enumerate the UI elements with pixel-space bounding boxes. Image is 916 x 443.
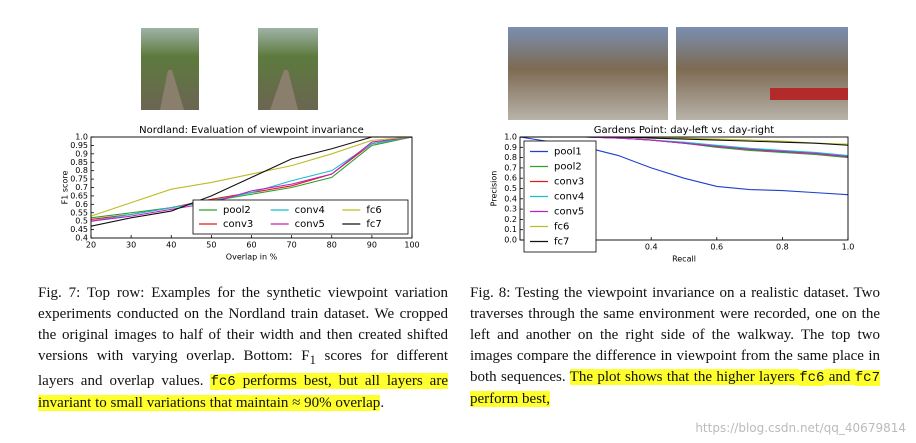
caption-text: Fig. 7: Top row: Examples for the synthe…: [38, 285, 448, 364]
watermark: https://blog.csdn.net/qq_40679814: [695, 421, 906, 435]
x-axis-label: Overlap in %: [226, 253, 278, 262]
x-tick-label: 20: [86, 241, 96, 250]
caption-subscript: 1: [309, 353, 316, 367]
caption-code: fc6: [210, 374, 236, 390]
gardens-image: [676, 27, 848, 120]
y-tick-label: 0.4: [75, 234, 88, 243]
caption-highlight: perform best,: [470, 391, 550, 407]
caption-text: Fig. 8: Testing the viewpoint invariance…: [470, 285, 880, 385]
x-tick-label: 1.0: [842, 243, 855, 252]
x-axis-label: Recall: [672, 255, 696, 264]
x-tick-label: 40: [166, 241, 176, 250]
figures: Nordland: Evaluation of viewpoint invari…: [61, 27, 855, 264]
legend-label: fc7: [554, 237, 569, 248]
caption-text: .: [380, 395, 385, 411]
y-tick-label: 0.6: [75, 200, 88, 209]
y-tick-label: 0.0: [504, 236, 517, 245]
legend-label: conv4: [295, 205, 325, 216]
y-tick-label: 0.95: [70, 141, 88, 150]
legend-label: fc7: [366, 219, 381, 230]
y-tick-label: 0.9: [504, 143, 517, 152]
nordland-track: [160, 70, 184, 110]
legend-label: pool2: [554, 162, 582, 173]
figure-7-caption: Fig. 7: Top row: Examples for the synthe…: [38, 283, 448, 414]
legend-frame: [192, 199, 409, 235]
legend-label: conv5: [295, 219, 325, 230]
x-tick-label: 100: [404, 241, 419, 250]
x-tick-label: 80: [327, 241, 337, 250]
nordland-track: [270, 70, 298, 110]
caption-code: fc7: [854, 370, 880, 386]
y-tick-label: 0.9: [75, 149, 88, 158]
y-tick-label: 0.7: [504, 163, 517, 172]
gardens-image: [508, 27, 668, 120]
plot-frame: [90, 136, 413, 239]
caption-text: scores for different layers and overlap …: [38, 348, 448, 389]
y-tick-label: 0.7: [75, 183, 88, 192]
legend-label: fc6: [554, 222, 569, 233]
y-tick-label: 0.5: [75, 217, 88, 226]
legend-label: fc6: [366, 205, 381, 216]
figure-8-caption: Fig. 8: Testing the viewpoint invariance…: [470, 283, 880, 410]
x-tick-label: 70: [287, 241, 297, 250]
legend-label: conv5: [554, 207, 584, 218]
y-tick-label: 0.3: [504, 205, 517, 214]
legend: pool2 conv3 conv4 conv5 fc6 fc7: [192, 199, 409, 235]
legend-label: pool1: [554, 147, 582, 158]
series-line: [90, 136, 413, 219]
y-tick-label: 0.4: [504, 194, 517, 203]
y-tick-label: 1.0: [504, 133, 517, 142]
x-tick-label: 60: [246, 241, 256, 250]
caption-highlight: The plot shows that the higher layers: [569, 369, 800, 385]
chart-title: Gardens Point: day-left vs. day-right: [594, 125, 775, 136]
x-tick-label: 0.6: [710, 243, 723, 252]
y-tick-label: 0.75: [70, 175, 88, 184]
legend: pool1 pool2 conv3 conv4 conv5 fc6 fc7: [523, 140, 597, 253]
y-tick-label: 0.6: [504, 174, 517, 183]
y-tick-label: 0.5: [504, 184, 517, 193]
y-axis-label: Precision: [490, 171, 499, 207]
y-tick-label: 0.8: [504, 153, 517, 162]
y-tick-label: 0.85: [70, 158, 88, 167]
example-images: [141, 27, 848, 120]
y-tick-label: 0.1: [504, 225, 517, 234]
y-tick-label: 0.2: [504, 215, 517, 224]
y-axis-label: F1 score: [61, 171, 70, 205]
series-line: [90, 136, 413, 222]
legend-label: conv4: [554, 192, 584, 203]
legend-label: conv3: [223, 219, 253, 230]
y-tick-label: 0.65: [70, 191, 88, 200]
y-tick-label: 1.0: [75, 133, 88, 142]
series-line: [90, 136, 412, 227]
y-tick-label: 0.45: [70, 225, 88, 234]
legend-label: pool2: [223, 205, 251, 216]
plot-frame: [519, 136, 849, 241]
legend-label: conv3: [554, 177, 584, 188]
x-tick-label: 0.8: [776, 243, 789, 252]
caption-code: fc6: [799, 370, 825, 386]
x-tick-label: 50: [206, 241, 216, 250]
x-tick-label: 30: [126, 241, 136, 250]
x-tick-label: 0.4: [645, 243, 658, 252]
series-line: [90, 136, 413, 217]
caption-highlight: and: [824, 369, 855, 385]
y-tick-label: 0.55: [70, 208, 88, 217]
x-tick-label: 90: [367, 241, 377, 250]
chart-title: Nordland: Evaluation of viewpoint invari…: [139, 125, 364, 136]
y-tick-label: 0.8: [75, 166, 88, 175]
gardens-bench: [770, 88, 848, 100]
